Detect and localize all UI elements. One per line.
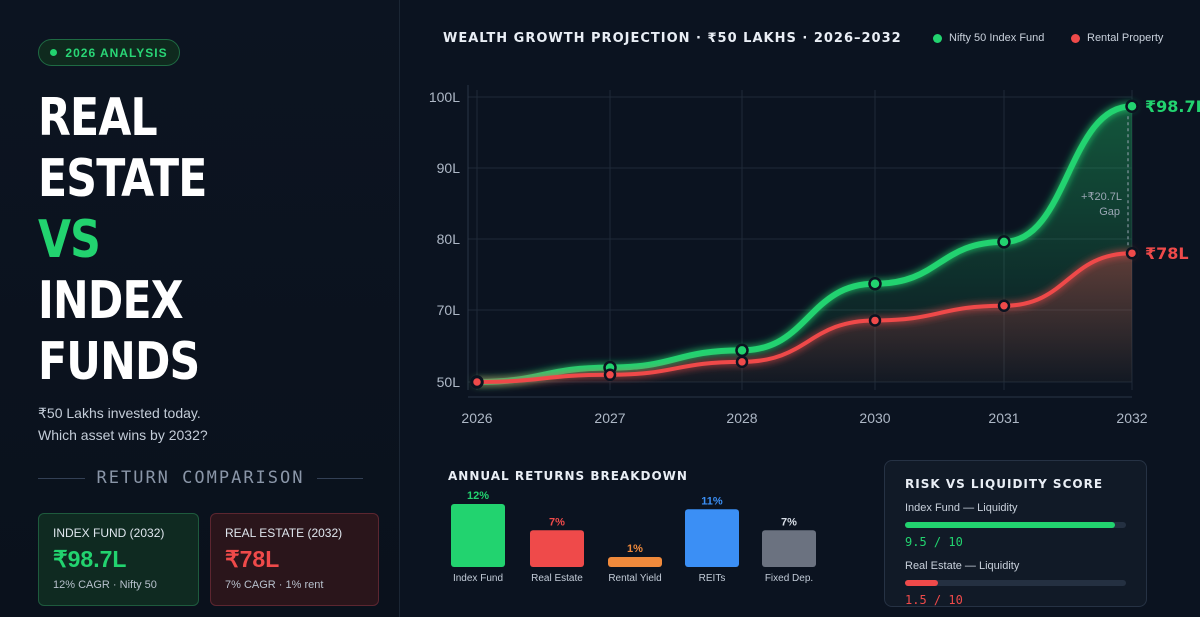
divider [38,477,85,479]
legend-dot-icon [1071,33,1080,43]
subtitle-line: ₹50 Lakhs invested today. [38,405,201,421]
data-point [868,276,882,291]
bar-category-label: Index Fund [453,573,503,584]
bar-value-label: 7% [549,516,565,528]
gap-annotation: Gap [1099,206,1120,218]
hero-title: REAL ESTATE VS INDEX FUNDS [38,88,244,393]
liquidity-track [905,580,1126,586]
card-label: REAL ESTATE (2032) [225,526,343,540]
subtitle: ₹50 Lakhs invested today. Which asset wi… [38,402,338,446]
end-value-label: ₹78L [1145,244,1189,263]
index-fund-card: INDEX FUND (2032) ₹98.7L 12% CAGR · Nift… [38,513,199,606]
bar-category-label: Fixed Dep. [765,573,813,584]
series-area [477,253,1132,382]
hero-line: FUNDS [38,332,200,392]
data-point [1125,99,1139,113]
liquidity-score: 1.5 / 10 [905,593,963,607]
bar-value-label: 12% [467,490,489,502]
bar [685,509,739,567]
card-value: ₹78L [225,546,280,572]
divider [316,477,363,479]
card-sub: 12% CAGR · Nifty 50 [53,579,157,591]
y-tick-label: 100L [429,89,460,105]
data-point [997,299,1011,312]
bar [608,557,662,567]
data-point [997,235,1011,249]
bar [762,530,816,567]
hero-line: ESTATE [38,149,207,209]
risk-row-label: Index Fund — Liquidity [905,502,1018,514]
y-tick-label: 50L [437,374,461,390]
y-tick-label: 90L [437,160,461,176]
status-dot-icon [50,49,58,56]
section-title: RETURN COMPARISON [96,468,305,488]
legend-label: Nifty 50 Index Fund [949,32,1045,44]
y-tick-label: 70L [437,302,461,318]
bar-value-label: 11% [701,495,723,507]
y-tick-label: 80L [437,231,461,247]
bar-category-label: Real Estate [531,573,583,584]
card-label: INDEX FUND (2032) [53,526,165,540]
hero-line-vs: VS [38,210,101,270]
bar-value-label: 7% [781,516,797,528]
bar [451,504,505,567]
bar-category-label: Rental Yield [608,573,661,584]
x-tick-label: 2026 [461,410,492,426]
data-point [735,355,749,369]
series-line [475,251,1134,384]
chart-title: WEALTH GROWTH PROJECTION · ₹50 LAKHS · 2… [443,31,902,46]
data-point [868,314,882,327]
x-tick-label: 2027 [594,410,625,426]
annual-returns-chart: 12% Index Fund 7% Real Estate 1% Rental Yield… [451,490,816,584]
x-tick-label: 2028 [726,410,757,426]
bar-value-label: 1% [627,543,643,555]
card-value: ₹98.7L [53,546,127,572]
liquidity-fill [905,522,1115,528]
legend-item-rental: Rental Property [1071,32,1163,44]
risk-liquidity-card: RISK VS LIQUIDITY SCORE Index Fund — Liq… [884,460,1147,607]
data-point [470,375,484,389]
legend-item-nifty: Nifty 50 Index Fund [933,32,1044,44]
legend-dot-icon [933,33,942,43]
analysis-badge: 2026 ANALYSIS [38,39,180,66]
wealth-growth-chart: 50L 70L 80L 90L 100L 2026 2027 2028 2030 2031 2032… [429,85,1200,426]
hero-line: REAL [38,88,158,148]
liquidity-fill [905,580,939,586]
card-sub: 7% CAGR · 1% rent [225,579,324,591]
legend-label: Rental Property [1087,32,1164,44]
x-tick-label: 2032 [1116,410,1147,426]
left-panel: 2026 ANALYSIS REAL ESTATE VS INDEX FUNDS… [0,0,400,617]
gap-annotation: +₹20.7L [1081,191,1122,203]
section-heading: RETURN COMPARISON [38,468,363,488]
data-point [603,368,617,382]
risk-title: RISK VS LIQUIDITY SCORE [905,477,1104,491]
real-estate-card: REAL ESTATE (2032) ₹78L 7% CAGR · 1% ren… [210,513,379,606]
breakdown-title: ANNUAL RETURNS BREAKDOWN [448,469,688,483]
data-point [1125,246,1139,260]
liquidity-score: 9.5 / 10 [905,535,963,549]
risk-row-label: Real Estate — Liquidity [905,560,1020,572]
bar-category-label: REITs [699,573,726,584]
data-point [735,343,749,358]
hero-line: INDEX [38,271,184,331]
bar [530,530,584,567]
liquidity-track [905,522,1126,528]
subtitle-line: Which asset wins by 2032? [38,427,208,443]
x-tick-label: 2031 [988,410,1019,426]
badge-label: 2026 ANALYSIS [65,45,168,60]
end-value-label: ₹98.7L [1145,97,1200,116]
x-tick-label: 2030 [859,410,890,426]
